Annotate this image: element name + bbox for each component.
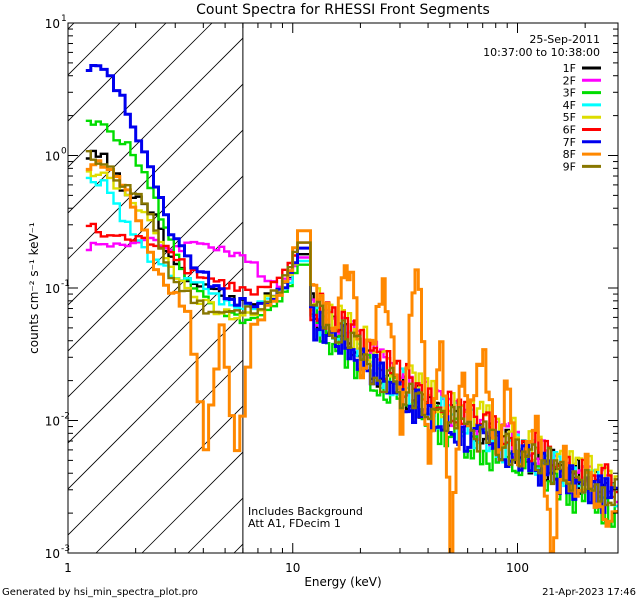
y-tick-base: 10	[45, 547, 60, 561]
y-axis-label: counts cm⁻² s⁻¹ keV⁻¹	[27, 222, 41, 354]
x-tick-label: 1	[64, 561, 72, 575]
hatch-line	[68, 175, 243, 352]
hatch-line	[68, 129, 243, 306]
series-2f-line	[85, 236, 618, 504]
legend-label: 3F	[563, 87, 576, 100]
y-tick-exponent: -1	[61, 279, 70, 289]
y-tick-base: 10	[45, 150, 60, 164]
hatch-line	[68, 313, 243, 490]
chart-title: Count Spectra for RHESSI Front Segments	[196, 2, 490, 18]
hatch-line	[95, 405, 243, 553]
hatch-line	[68, 359, 243, 536]
y-tick-exponent: -2	[61, 412, 70, 422]
legend-label: 5F	[563, 111, 576, 124]
x-tick-labels: 1 10 100	[64, 561, 529, 575]
legend-label: 4F	[563, 99, 576, 112]
series-8f-line	[85, 159, 618, 553]
y-tick-base: 10	[45, 17, 60, 31]
series-9f-line	[85, 150, 618, 507]
legend-time-range: 10:37:00 to 10:38:00	[483, 46, 600, 59]
y-tick-exponent: 0	[61, 147, 67, 157]
legend-date: 25-Sep-2011	[529, 33, 600, 46]
annotation-background: Includes Background	[248, 505, 363, 518]
hatch-line	[68, 23, 167, 122]
y-tick-exponent: 1	[61, 14, 67, 24]
hatch-line	[68, 83, 243, 260]
footer-date: 21-Apr-2023 17:46	[542, 587, 636, 598]
hatch-line	[372, 23, 640, 553]
legend-label: 8F	[563, 148, 576, 161]
legend-label: 6F	[563, 124, 576, 137]
x-axis-label: Energy (keV)	[304, 575, 381, 589]
hatch-line	[0, 23, 28, 553]
legend-label: 2F	[563, 74, 576, 87]
hatch-line	[141, 451, 243, 553]
hatch-line	[68, 23, 121, 76]
hatch-line	[68, 37, 243, 214]
x-tick-label: 10	[285, 561, 300, 575]
series-layer	[85, 64, 618, 553]
y-tick-base: 10	[45, 415, 60, 429]
legend: 25-Sep-2011 10:37:00 to 10:38:00 1F2F3F4…	[483, 33, 601, 173]
hatch-line	[68, 221, 243, 398]
series-6f-line	[85, 222, 618, 499]
legend-label: 1F	[563, 62, 576, 75]
axis-ticks	[67, 22, 618, 554]
annotation-attenuator: Att A1, FDecim 1	[248, 517, 341, 530]
legend-label: 7F	[563, 136, 576, 149]
x-tick-label: 100	[506, 561, 529, 575]
y-tick-base: 10	[45, 282, 60, 296]
legend-label: 9F	[563, 160, 576, 173]
footer-generated-by: Generated by hsi_min_spectra_plot.pro	[2, 587, 198, 598]
y-tick-exponent: -3	[61, 544, 70, 554]
